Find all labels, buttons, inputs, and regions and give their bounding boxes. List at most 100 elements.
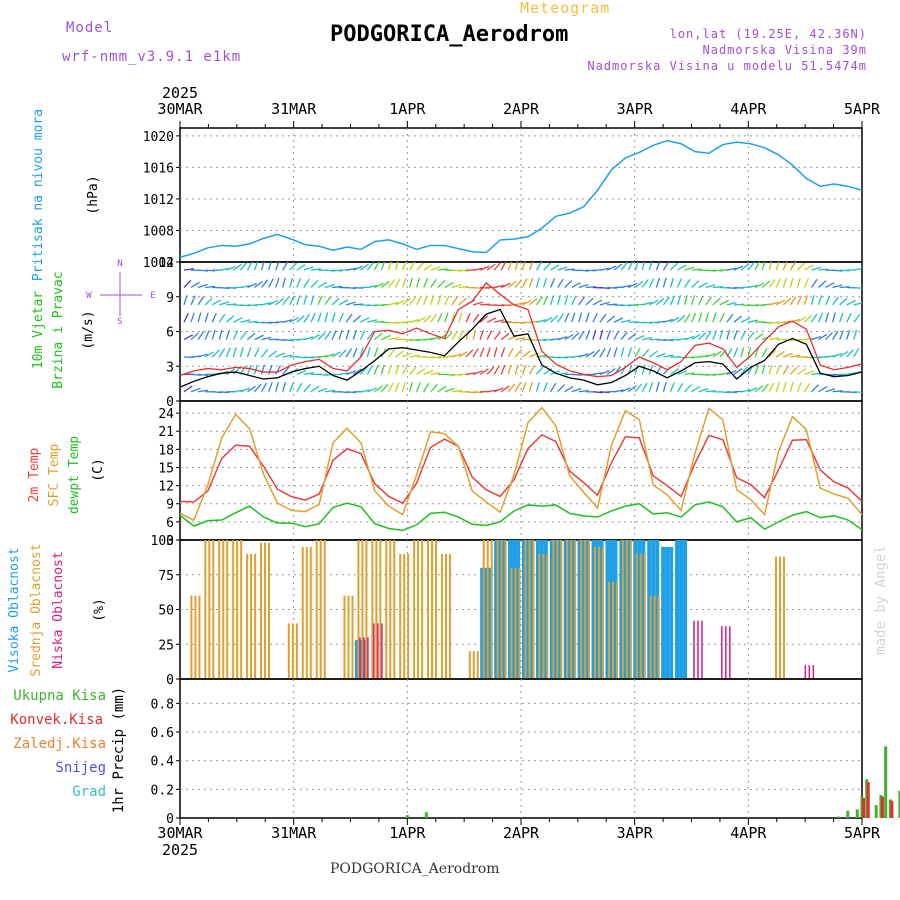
wind-vector bbox=[303, 313, 311, 323]
wind-vector bbox=[514, 279, 523, 288]
wind-vector bbox=[599, 391, 610, 394]
wind-vector bbox=[761, 364, 766, 375]
wind-vector bbox=[246, 347, 252, 358]
wind-vector bbox=[670, 368, 680, 375]
cloud-high-bar bbox=[521, 540, 526, 679]
wind-vector bbox=[493, 365, 500, 375]
y-tick-label: 12 bbox=[158, 256, 174, 271]
wind-vector bbox=[387, 364, 392, 375]
wind-vector bbox=[641, 262, 646, 271]
page-title: PODGORICA_Aerodrom bbox=[330, 22, 569, 47]
y-tick-label: 1016 bbox=[143, 161, 174, 176]
wind-vector bbox=[691, 333, 701, 341]
wind-vector bbox=[507, 262, 512, 271]
wind-vector bbox=[423, 370, 434, 375]
cloud-low-bar bbox=[381, 623, 383, 679]
top-x-tick-label: 4APR bbox=[730, 100, 767, 118]
wind-vector bbox=[296, 264, 306, 271]
wind-vector bbox=[197, 353, 208, 358]
wind-vector bbox=[317, 281, 327, 289]
wind-vector bbox=[479, 347, 485, 358]
wind-vector bbox=[796, 295, 803, 306]
wind-vector bbox=[366, 365, 373, 375]
cloud-low-bar bbox=[359, 637, 361, 679]
wind-vector bbox=[331, 269, 343, 272]
wind-vector bbox=[585, 312, 590, 323]
wind-vector bbox=[219, 301, 230, 306]
wind-vector bbox=[260, 364, 265, 375]
wind-vector bbox=[599, 286, 610, 290]
wind-vector bbox=[846, 372, 857, 375]
cloud-mid-bar bbox=[532, 540, 535, 679]
wind-vector bbox=[627, 262, 634, 271]
wind-vector bbox=[521, 278, 528, 288]
cloud-low-bar bbox=[697, 620, 699, 679]
cloud-mid-bar bbox=[204, 540, 207, 679]
wind-vector bbox=[408, 277, 413, 288]
top-x-tick-label: 5APR bbox=[844, 100, 881, 118]
cloud-mid-bar bbox=[653, 595, 656, 679]
wind-vector bbox=[472, 391, 484, 394]
precip-conv-bar bbox=[866, 782, 870, 818]
wind-vector bbox=[261, 279, 269, 288]
cloud-low-bar bbox=[808, 665, 811, 679]
wind-vector bbox=[324, 283, 335, 289]
wind-vector bbox=[352, 368, 362, 375]
cloud-high-bar bbox=[529, 540, 534, 679]
wind-vector bbox=[754, 347, 760, 358]
wind-vector bbox=[853, 391, 862, 394]
wind-vector bbox=[472, 329, 477, 340]
cloud-mid-bar bbox=[500, 540, 503, 679]
wind-vector bbox=[282, 381, 287, 392]
wind-vector bbox=[197, 312, 202, 323]
wind-vector bbox=[359, 347, 364, 358]
cloud-mid-bar bbox=[393, 540, 396, 679]
wind-vector bbox=[733, 347, 739, 358]
wind-vector bbox=[613, 263, 623, 271]
wind-vector bbox=[507, 383, 516, 393]
cloud-mid-bar bbox=[468, 651, 471, 679]
wind-vector bbox=[494, 284, 505, 289]
wind-vector bbox=[275, 298, 284, 306]
cloud-mid-bar bbox=[365, 540, 368, 679]
cloud-high-bar bbox=[480, 567, 485, 679]
cloud-mid-bar bbox=[208, 540, 211, 679]
wind-vector bbox=[225, 329, 231, 340]
cloud-mid-bar bbox=[538, 553, 541, 679]
wind-vector bbox=[367, 387, 377, 393]
wind-vector bbox=[310, 334, 320, 341]
wind-vector bbox=[282, 296, 290, 306]
wind-vector bbox=[705, 330, 712, 340]
wind-vector bbox=[705, 269, 716, 272]
cloud-high-bar bbox=[599, 540, 604, 679]
cloud-mid-bar bbox=[315, 540, 318, 679]
top-x-tick-label: 1APR bbox=[389, 100, 426, 118]
wind-vector bbox=[401, 381, 406, 392]
wind-vector bbox=[352, 265, 363, 271]
wind-vector bbox=[395, 350, 404, 358]
wind-vector bbox=[211, 312, 217, 323]
wind-vector bbox=[451, 389, 462, 393]
cloud-mid-bar bbox=[222, 540, 225, 679]
cloud-mid-bar bbox=[351, 595, 354, 679]
wind-vector bbox=[536, 318, 547, 323]
cloud-high-bar bbox=[571, 540, 576, 679]
wind-vector bbox=[338, 299, 349, 306]
wind-vector bbox=[437, 385, 447, 393]
dewpoint-line bbox=[179, 501, 863, 532]
wind-vector bbox=[190, 332, 199, 341]
wind-vector bbox=[698, 354, 709, 358]
wind-vector bbox=[846, 299, 856, 306]
wind-vector bbox=[416, 277, 421, 288]
wind-vector bbox=[472, 267, 484, 271]
wind-vector bbox=[677, 314, 686, 323]
cloud-mid-bar bbox=[570, 540, 573, 679]
cloud-mid-bar bbox=[371, 540, 374, 679]
wind-vector bbox=[254, 383, 262, 393]
wind-vector bbox=[500, 332, 510, 341]
wind-vector bbox=[246, 364, 252, 375]
cloud-mid-bar bbox=[212, 540, 215, 679]
wind-vector bbox=[761, 262, 766, 271]
wind-vector bbox=[811, 335, 822, 341]
wind-vector bbox=[324, 353, 335, 358]
